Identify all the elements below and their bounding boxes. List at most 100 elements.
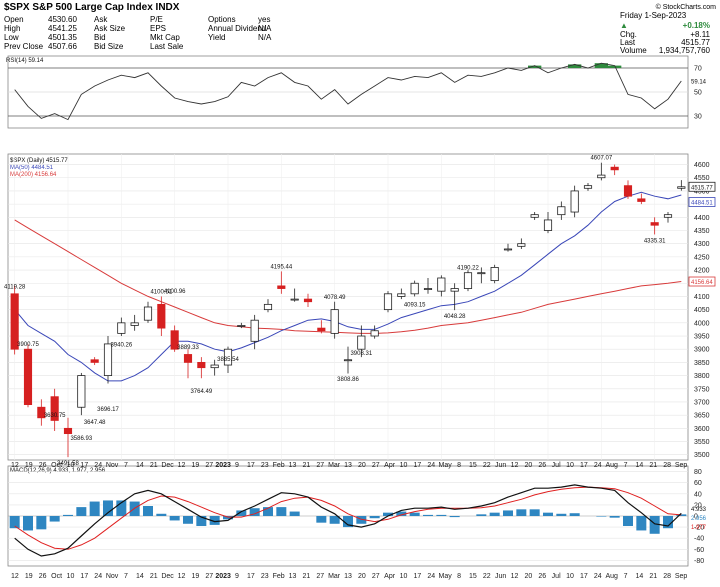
macd-histogram-bar bbox=[516, 509, 527, 516]
x-axis-label-bottom: Mar bbox=[328, 573, 341, 580]
price-tick-label: 4350 bbox=[694, 228, 710, 235]
x-axis-label-bottom: 26 bbox=[39, 573, 47, 580]
price-panel: 4600455045004450440043504300425042004150… bbox=[4, 154, 716, 467]
x-axis-label-bottom: 22 bbox=[483, 573, 491, 580]
candle-body bbox=[77, 375, 86, 408]
macd-histogram-bar bbox=[103, 500, 113, 516]
price-annotation: 4100.96 bbox=[164, 289, 186, 295]
rsi-overbought-fill bbox=[608, 65, 622, 68]
candle-body bbox=[650, 222, 659, 226]
x-axis-label-top: Mar bbox=[328, 462, 341, 469]
bid-size-label: Bid Size bbox=[94, 42, 124, 51]
last-value: 4515.77 bbox=[681, 38, 710, 47]
macd-histogram-bar bbox=[9, 516, 20, 529]
macd-tick-label: 80 bbox=[694, 469, 702, 476]
macd-current-tag: 4.933 bbox=[691, 507, 707, 513]
price-tick-label: 3600 bbox=[694, 426, 710, 433]
dividend-value: N/A bbox=[258, 24, 272, 33]
price-annotation: 3647.48 bbox=[84, 420, 106, 426]
macd-histogram-bar bbox=[489, 512, 500, 516]
x-axis-label-top: 12 bbox=[11, 462, 19, 469]
candle-body bbox=[130, 322, 139, 326]
x-axis-label-bottom: Aug bbox=[605, 573, 618, 580]
x-axis-label-top: 27 bbox=[205, 462, 213, 469]
rsi-line bbox=[14, 62, 682, 121]
candle-body bbox=[530, 214, 539, 218]
prev-close-label: Prev Close bbox=[4, 42, 44, 51]
x-axis-label-top: 8 bbox=[457, 462, 461, 469]
candle-body bbox=[583, 185, 593, 189]
macd-histogram-bar bbox=[343, 516, 353, 528]
candle-body bbox=[637, 198, 646, 202]
low-value: 4501.35 bbox=[48, 33, 77, 42]
bid-label: Bid bbox=[94, 33, 106, 42]
x-axis-label-bottom: 14 bbox=[136, 573, 144, 580]
x-axis-label-bottom: 28 bbox=[663, 573, 671, 580]
rsi-overbought-fill bbox=[594, 63, 608, 68]
macd-histogram-bar bbox=[369, 516, 380, 519]
price-annotation: 3696.17 bbox=[97, 407, 119, 413]
candle-body bbox=[450, 288, 459, 292]
rsi-current-tag: 59.14 bbox=[691, 80, 707, 86]
dividend-label: Annual Dividend bbox=[208, 24, 266, 33]
x-axis-label-top: 26 bbox=[538, 462, 546, 469]
x-axis-label-bottom: 15 bbox=[469, 573, 477, 580]
candle-body bbox=[543, 219, 553, 231]
mkt-cap-label: Mkt Cap bbox=[150, 33, 180, 42]
volume-label: Volume bbox=[620, 46, 647, 55]
candle-body bbox=[23, 348, 33, 406]
x-axis-label-top: Nov bbox=[106, 462, 119, 469]
x-axis-label-top: 7 bbox=[624, 462, 628, 469]
price-annotation: 4195.44 bbox=[270, 264, 292, 270]
ma50-line bbox=[14, 191, 682, 382]
eps-label: EPS bbox=[150, 24, 166, 33]
x-axis-label-top: Oct bbox=[51, 462, 62, 469]
candle-body bbox=[477, 272, 486, 275]
x-axis-label-bottom: 24 bbox=[94, 573, 102, 580]
price-tick-label: 4600 bbox=[694, 162, 710, 169]
macd-histogram-bar bbox=[609, 516, 620, 518]
macd-histogram-bar bbox=[596, 516, 607, 517]
x-axis-label-bottom: 23 bbox=[261, 573, 269, 580]
macd-histogram-bar bbox=[49, 516, 60, 522]
candle-body bbox=[103, 343, 113, 376]
price-tick-label: 3550 bbox=[694, 439, 710, 446]
x-axis-label-top: May bbox=[439, 462, 453, 469]
price-tick-label: 4300 bbox=[694, 241, 710, 248]
x-axis-label-top: 10 bbox=[400, 462, 408, 469]
candle-body bbox=[63, 427, 73, 435]
macd-histogram-bar bbox=[223, 516, 233, 520]
macd-histogram-bar bbox=[169, 516, 180, 521]
macd-histogram-bar bbox=[436, 514, 447, 516]
macd-histogram-bar bbox=[676, 514, 687, 516]
x-axis-label-bottom: 10 bbox=[67, 573, 75, 580]
macd-histogram-bar bbox=[383, 512, 393, 516]
macd-histogram-bar bbox=[63, 514, 73, 516]
x-axis-label-top: 27 bbox=[372, 462, 380, 469]
candle-body bbox=[10, 293, 19, 350]
candle-body bbox=[263, 303, 273, 311]
low-label: Low bbox=[4, 33, 19, 42]
x-axis-label-top: 14 bbox=[636, 462, 644, 469]
x-axis-label-top: 24 bbox=[94, 462, 102, 469]
price-tick-label: 4000 bbox=[694, 320, 710, 327]
candle-body bbox=[397, 293, 406, 297]
x-axis-label-top: Sep bbox=[675, 462, 688, 469]
macd-histogram-bar bbox=[663, 516, 673, 529]
rsi-overbought-fill bbox=[568, 64, 582, 68]
candle-body bbox=[197, 361, 206, 369]
x-axis-label-top: 17 bbox=[413, 462, 421, 469]
x-axis-label-bottom: 21 bbox=[302, 573, 310, 580]
ask-label: Ask bbox=[94, 15, 108, 24]
candle-body bbox=[557, 206, 566, 216]
candle-body bbox=[503, 248, 513, 251]
price-annotation: 4607.07 bbox=[590, 156, 612, 162]
rsi-tick-label: 50 bbox=[694, 90, 702, 97]
x-axis-label-top: 17 bbox=[580, 462, 588, 469]
candle-body bbox=[663, 214, 673, 218]
x-axis-label-bottom: 24 bbox=[594, 573, 602, 580]
price-annotation: 3586.93 bbox=[70, 436, 92, 442]
macd-histogram-bar bbox=[329, 516, 340, 524]
